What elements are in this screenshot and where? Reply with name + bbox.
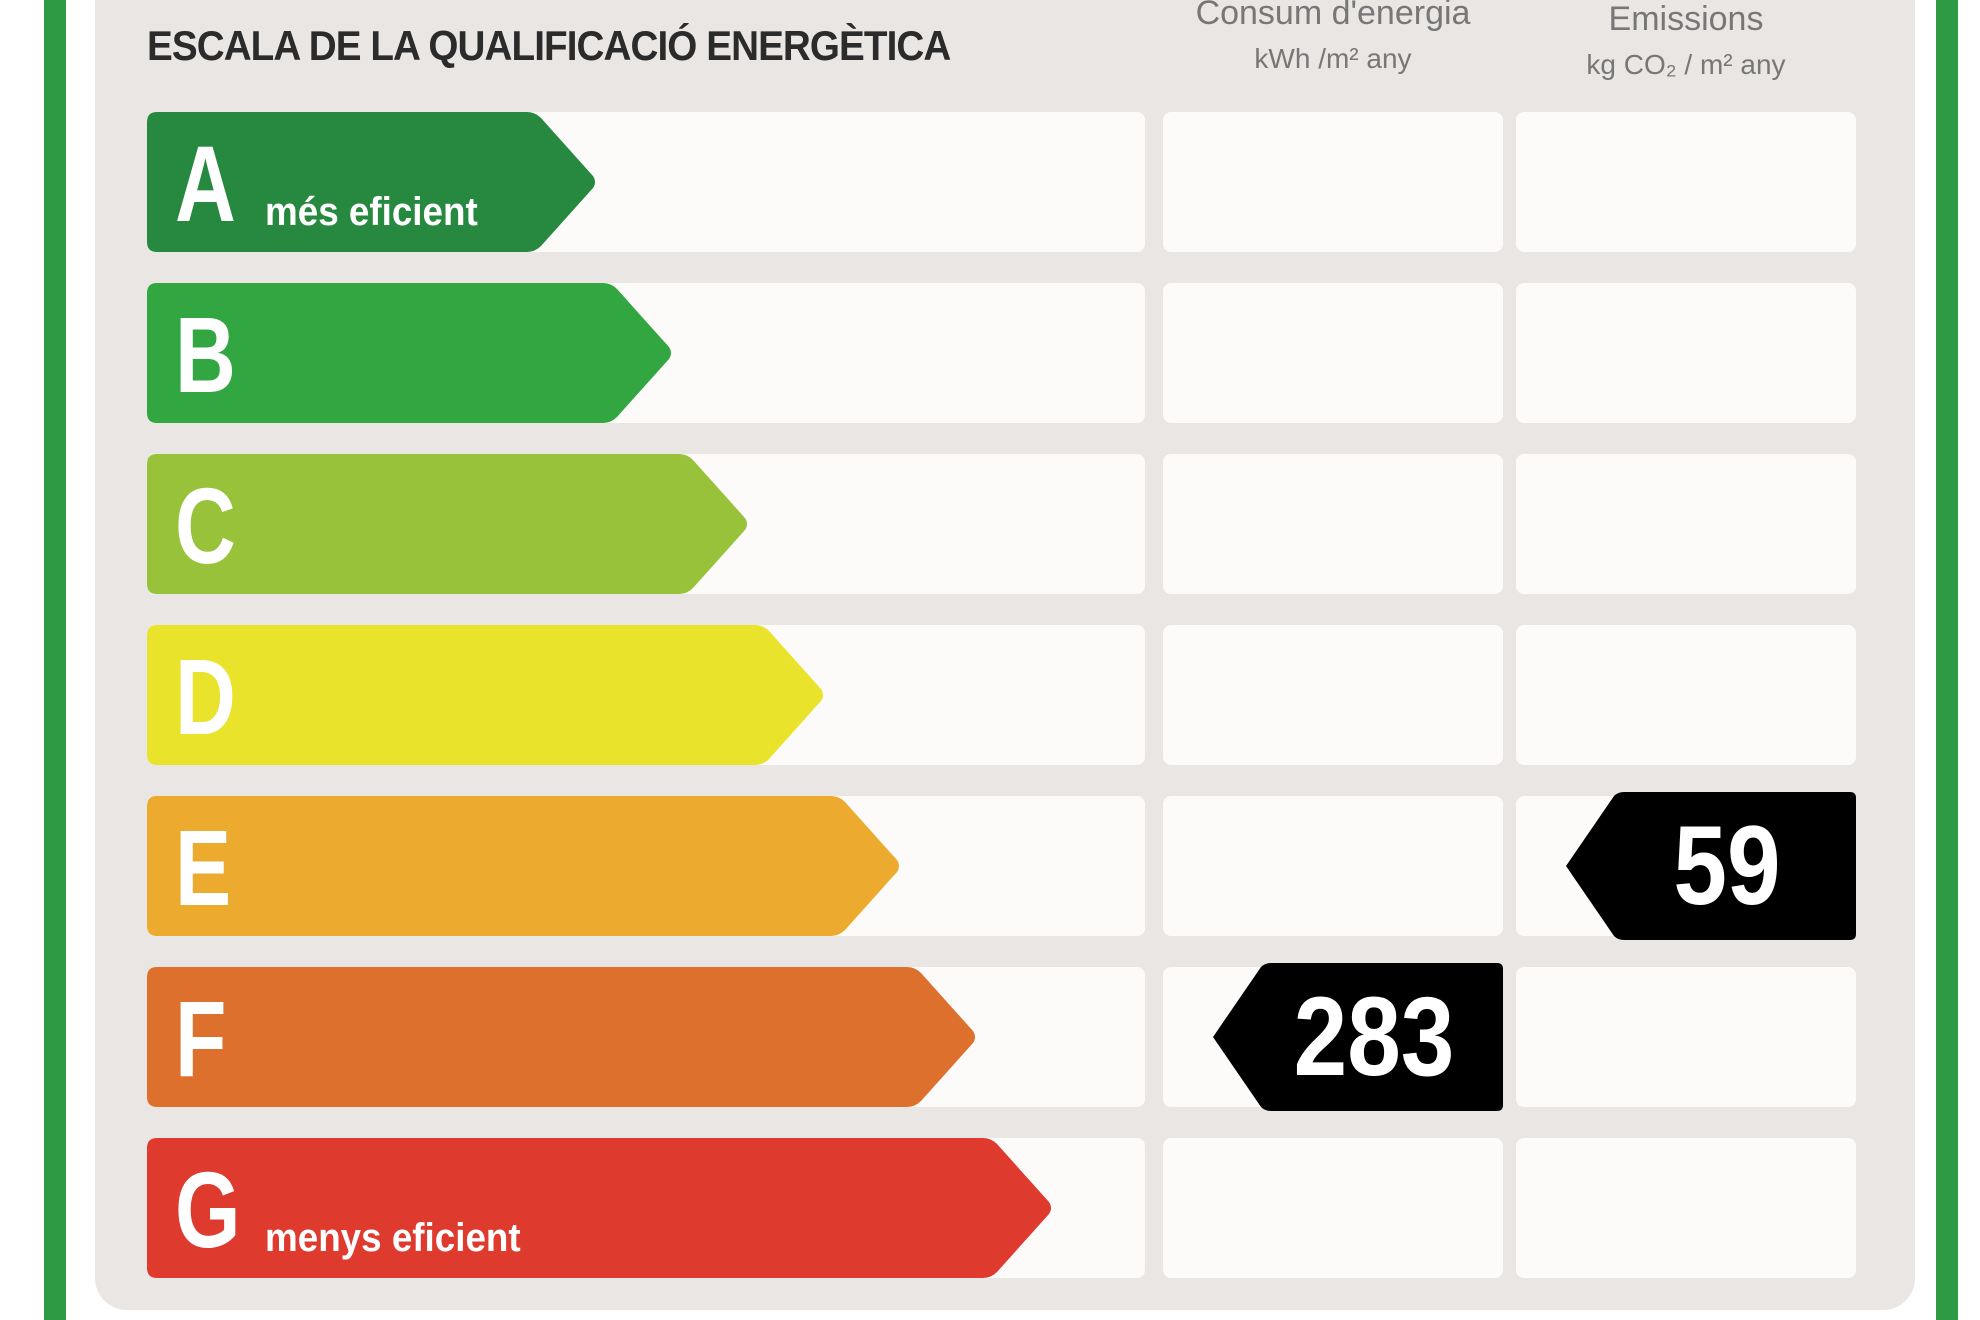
band-g-letter: G (175, 1149, 241, 1270)
band-g-sublabel: menys eficient (265, 1216, 521, 1260)
emissions-cell-c (1516, 454, 1856, 594)
emissions-cell-b (1516, 283, 1856, 423)
band-c-arrow (147, 454, 747, 594)
energy-rating-value: 283 (1293, 974, 1455, 1099)
emissions-cell-d (1516, 625, 1856, 765)
energy-cell-d (1163, 625, 1503, 765)
band-f-letter: F (175, 978, 227, 1099)
energy-column-label: Consum d'energia (1195, 0, 1471, 32)
band-f-arrow (147, 967, 975, 1107)
band-c-letter: C (175, 465, 236, 586)
frame-left-border (44, 0, 66, 1320)
energy-cell-e (1163, 796, 1503, 936)
band-a-letter: A (175, 123, 236, 244)
emissions-rating-indicator (1566, 792, 1856, 940)
emissions-cell-g (1516, 1138, 1856, 1278)
energy-column-unit: kWh /m² any (1254, 43, 1412, 74)
energy-cell-a (1163, 112, 1503, 252)
emissions-column-header: Emissions kg CO₂ / m² any (1516, 2, 1856, 80)
band-a-arrow (147, 112, 595, 252)
band-b-letter: B (175, 294, 236, 415)
energy-cell-c (1163, 454, 1503, 594)
energy-rating-indicator (1213, 963, 1503, 1111)
emissions-rating-value: 59 (1673, 803, 1781, 928)
band-a-sublabel: més eficient (265, 190, 478, 234)
energy-cell-b (1163, 283, 1503, 423)
band-e-arrow (147, 796, 899, 936)
band-g-arrow (147, 1138, 1051, 1278)
energy-column-header: Consum d'energia kWh /m² any (1163, 0, 1503, 74)
band-e-letter: E (175, 807, 232, 928)
band-b-arrow (147, 283, 671, 423)
emissions-cell-f (1516, 967, 1856, 1107)
emissions-column-unit: kg CO₂ / m² any (1586, 49, 1786, 80)
emissions-column-label: Emissions (1608, 0, 1764, 38)
energy-cell-g (1163, 1138, 1503, 1278)
frame-right-border (1936, 0, 1958, 1320)
band-d-arrow (147, 625, 823, 765)
scale-title: ESCALA DE LA QUALIFICACIÓ ENERGÈTICA (147, 22, 951, 69)
band-d-letter: D (175, 636, 236, 757)
emissions-cell-a (1516, 112, 1856, 252)
